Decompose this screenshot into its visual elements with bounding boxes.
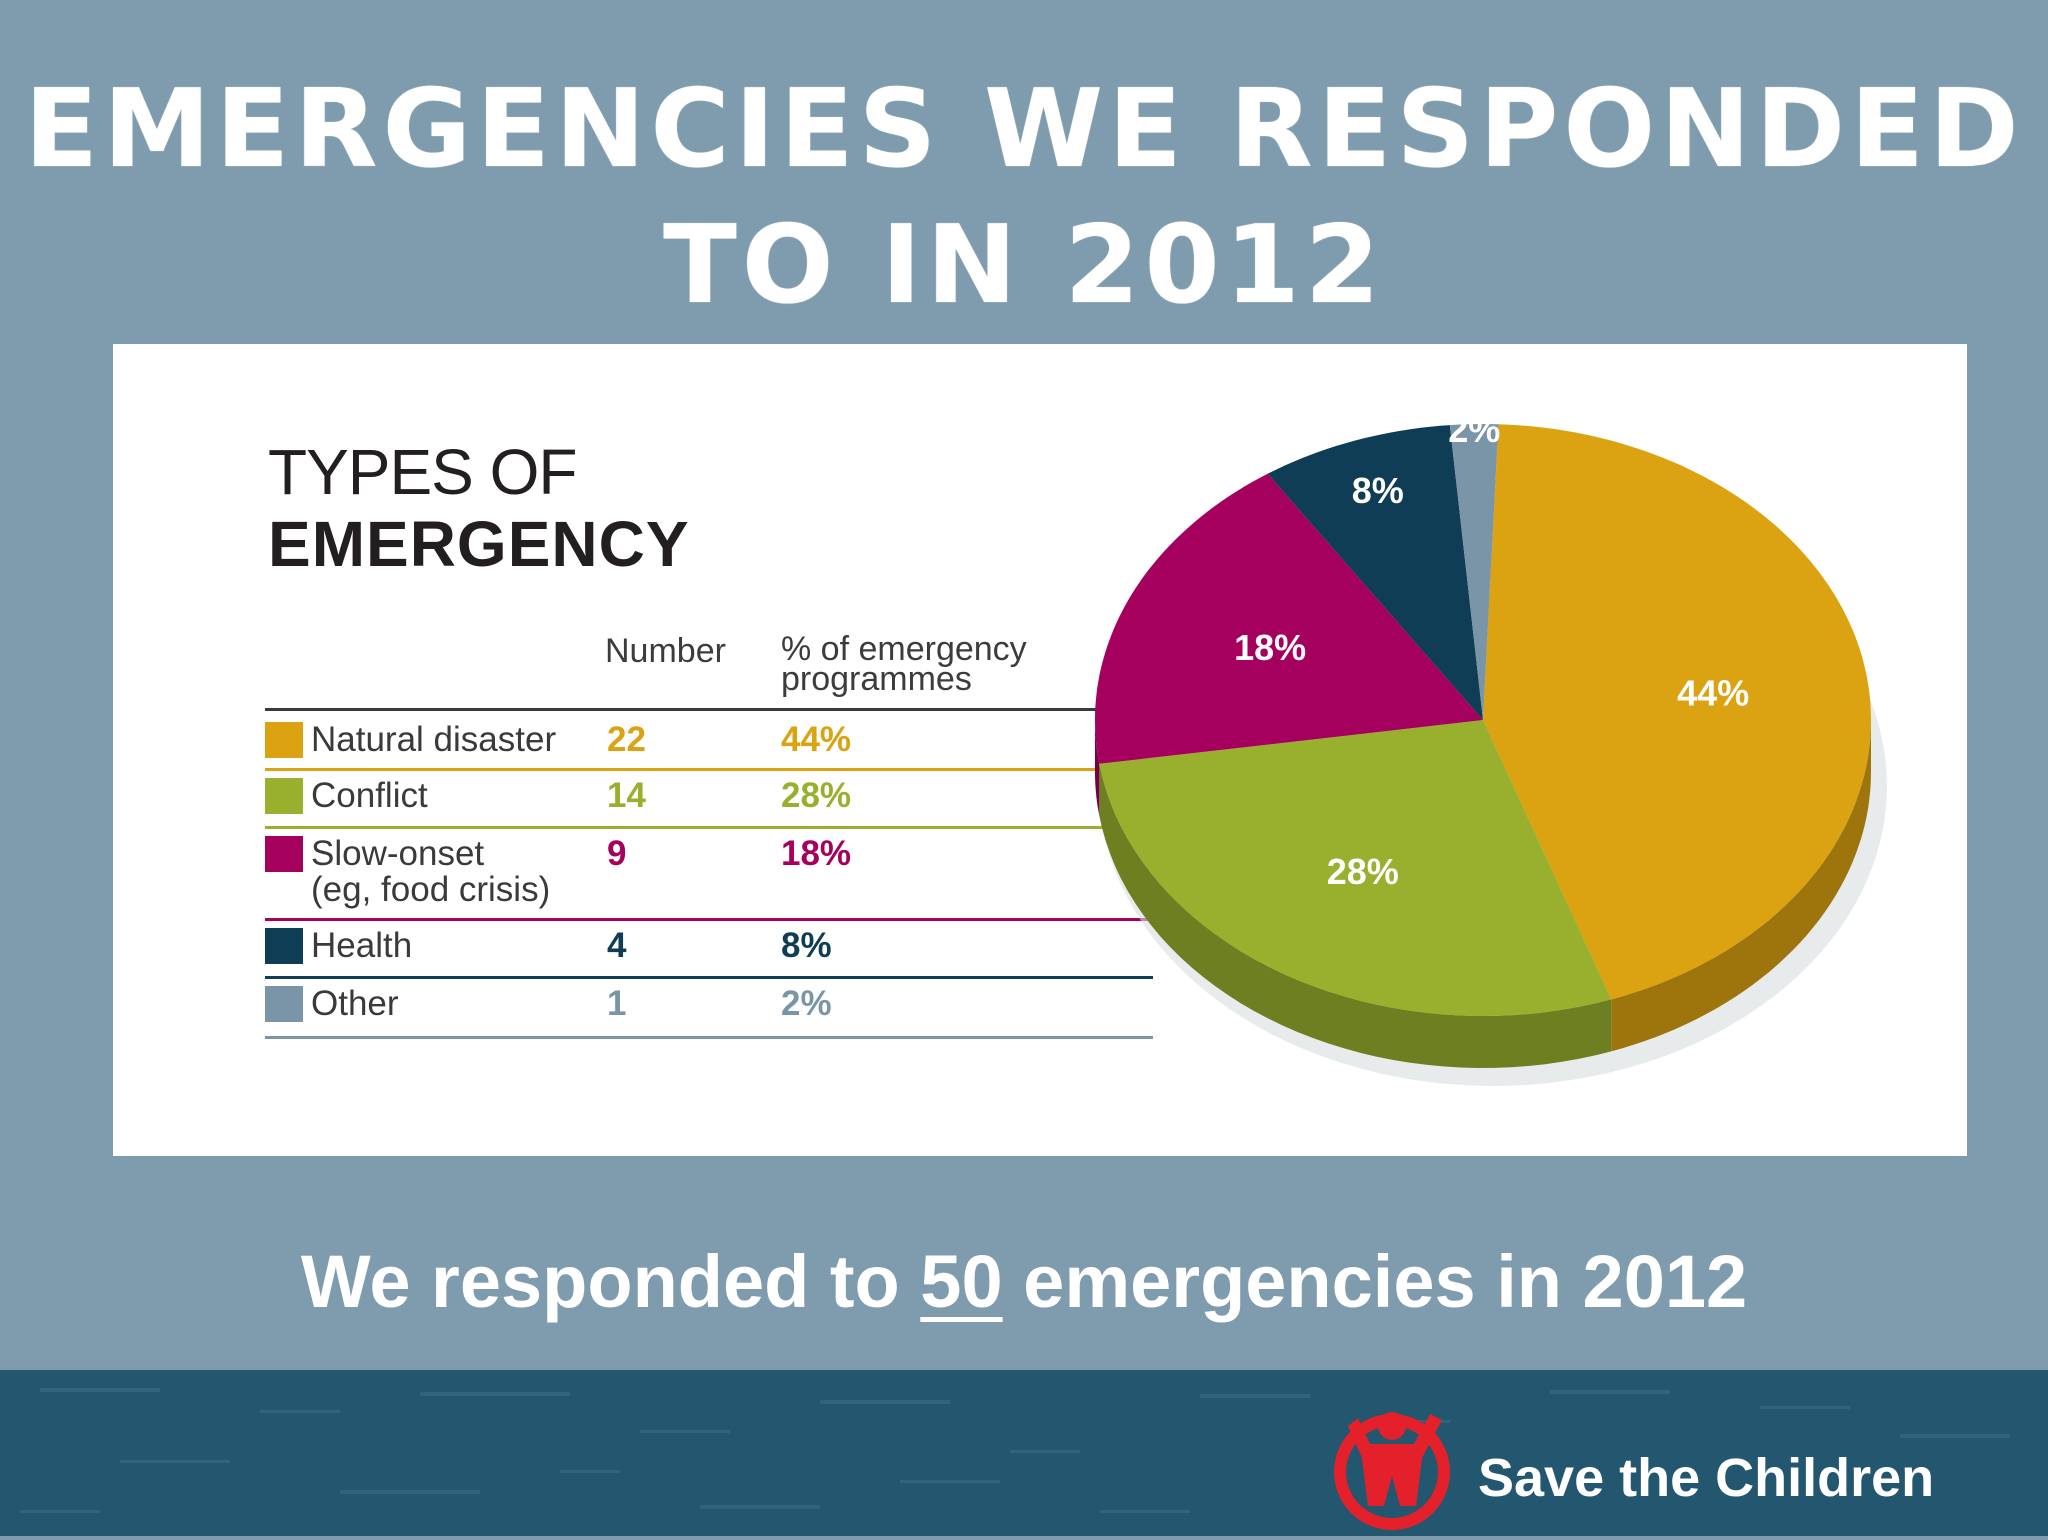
row-divider bbox=[265, 1036, 1153, 1039]
column-header-percent-line-1: % of emergency bbox=[781, 630, 1027, 668]
slide-title: EMERGENCIES WE RESPONDED TO IN 2012 bbox=[0, 62, 2048, 334]
summary-after: emergencies in 2012 bbox=[1002, 1240, 1748, 1323]
row-percent: 44% bbox=[781, 720, 852, 759]
column-header-percent-line-2: programmes bbox=[781, 660, 972, 698]
pie-chart: 44% 28% 18% 8% 2% bbox=[1095, 414, 1887, 1086]
row-number: 22 bbox=[607, 720, 646, 759]
save-the-children-logo: Save the Children bbox=[1330, 1396, 1970, 1536]
row-percent: 2% bbox=[781, 984, 832, 1023]
row-label-line-1: Other bbox=[311, 984, 399, 1023]
row-label: Slow-onset (eg, food crisis) bbox=[311, 836, 550, 908]
legend-swatch bbox=[265, 836, 303, 872]
row-percent: 8% bbox=[781, 926, 832, 965]
row-label-line-1: Conflict bbox=[311, 776, 428, 815]
pie-data-label: 18% bbox=[1234, 627, 1306, 668]
footer-band bbox=[0, 1370, 2048, 1536]
save-the-children-emblem-icon bbox=[1334, 1412, 1450, 1530]
legend-swatch bbox=[265, 928, 303, 964]
pie-data-label: 28% bbox=[1327, 851, 1399, 892]
brand-name: Save the Children bbox=[1478, 1448, 1935, 1508]
pie-slice-side bbox=[1611, 720, 1871, 1052]
table-top-rule bbox=[265, 708, 1153, 711]
legend-swatch bbox=[265, 986, 303, 1022]
table-row: Conflict 14 28% bbox=[265, 770, 1153, 829]
table-row: Natural disaster 22 44% bbox=[265, 714, 1153, 771]
row-number: 9 bbox=[607, 834, 627, 873]
pie-data-label: 44% bbox=[1677, 673, 1749, 714]
row-label: Conflict bbox=[311, 778, 428, 814]
pie-slice-side bbox=[1099, 763, 1612, 1068]
row-divider bbox=[265, 826, 1153, 829]
panel-heading-line-1: TYPES OF bbox=[268, 436, 577, 508]
row-divider bbox=[265, 918, 1153, 921]
pie-slice bbox=[1449, 424, 1499, 720]
slide-title-line-2: TO IN 2012 bbox=[663, 203, 1385, 328]
pie-slice bbox=[1483, 424, 1871, 1000]
summary-before: We responded to bbox=[300, 1240, 921, 1323]
row-label-line-1: Slow-onset bbox=[311, 834, 485, 873]
pie-data-label: 8% bbox=[1352, 470, 1404, 511]
row-divider bbox=[265, 768, 1153, 771]
row-label: Natural disaster bbox=[311, 722, 556, 758]
legend-swatch bbox=[265, 722, 303, 758]
chart-panel: TYPES OF EMERGENCY Number % of emergency… bbox=[113, 344, 1967, 1156]
table-row: Other 1 2% bbox=[265, 978, 1153, 1039]
row-number: 14 bbox=[607, 776, 646, 815]
slide-title-line-1: EMERGENCIES WE RESPONDED bbox=[24, 67, 2024, 192]
column-header-percent: % of emergency programmes bbox=[781, 630, 1027, 698]
panel-heading-line-2: EMERGENCY bbox=[268, 508, 690, 580]
row-number: 4 bbox=[607, 926, 627, 965]
row-label: Other bbox=[311, 986, 399, 1022]
table-row: Slow-onset (eg, food crisis) 9 18% bbox=[265, 828, 1153, 921]
pie-data-label: 2% bbox=[1448, 414, 1500, 450]
summary-number: 50 bbox=[920, 1240, 1003, 1323]
summary-text: We responded to 50 emergencies in 2012 bbox=[0, 1242, 2048, 1322]
row-number: 1 bbox=[607, 984, 627, 1023]
row-percent: 28% bbox=[781, 776, 852, 815]
pie-slice-side bbox=[1095, 720, 1100, 816]
row-label: Health bbox=[311, 928, 412, 964]
row-label-line-2: (eg, food crisis) bbox=[311, 870, 551, 909]
row-label-line-1: Health bbox=[311, 926, 413, 965]
panel-heading: TYPES OF EMERGENCY bbox=[268, 436, 690, 580]
table-row: Health 4 8% bbox=[265, 920, 1153, 979]
pie-slice bbox=[1095, 473, 1483, 764]
pie-slice bbox=[1099, 720, 1612, 1016]
row-divider bbox=[265, 976, 1153, 979]
pie-slice bbox=[1267, 425, 1483, 720]
row-percent: 18% bbox=[781, 834, 852, 873]
row-label-line-1: Natural disaster bbox=[311, 720, 557, 759]
column-header-number: Number bbox=[605, 632, 726, 670]
legend-swatch bbox=[265, 778, 303, 814]
